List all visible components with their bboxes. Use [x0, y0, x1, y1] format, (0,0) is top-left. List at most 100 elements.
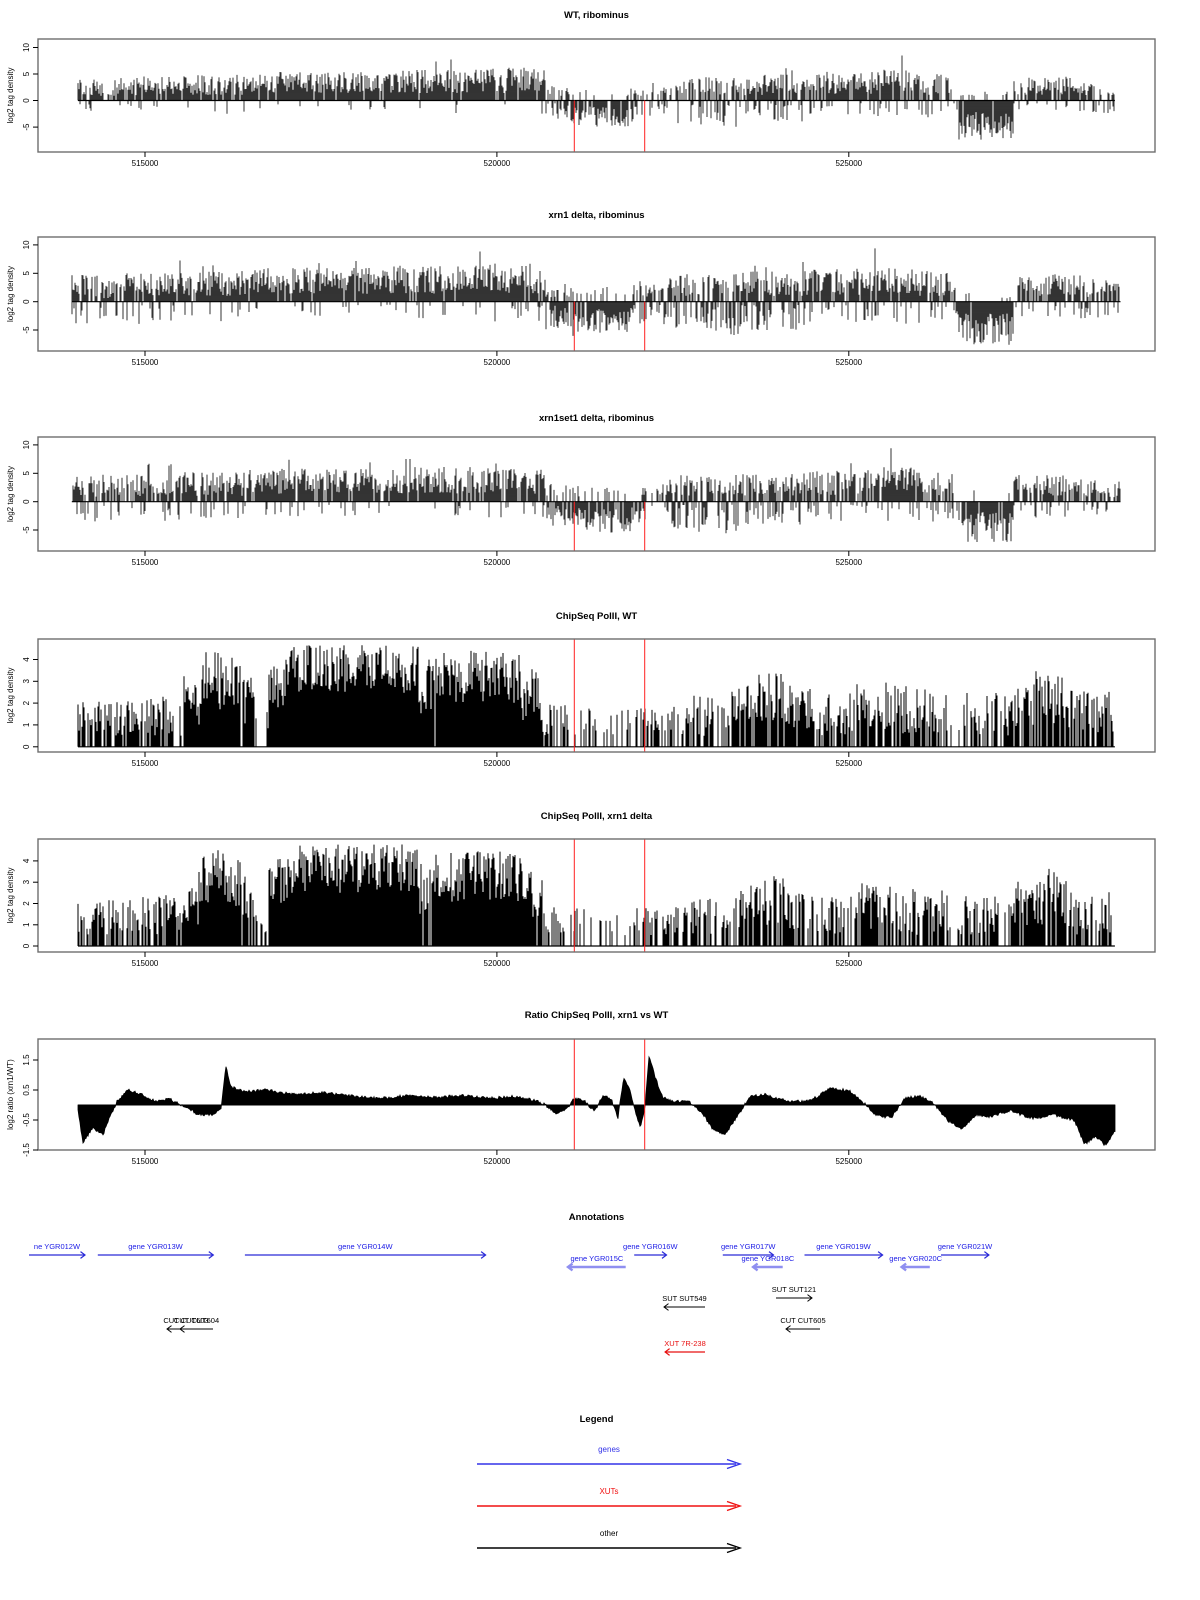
- y-tick-label: 0: [22, 943, 31, 948]
- y-tick-label: 0.5: [22, 1084, 31, 1096]
- plot-box: [37, 38, 1156, 153]
- panel-1: -5 0 5 10 515000 520000 525000 log2 tag density: [6, 236, 1156, 367]
- y-tick-label: 3: [22, 879, 31, 884]
- y-axis-label: log2 tag density: [6, 667, 15, 723]
- annotation-SUT-SUT549: SUT SUT549: [662, 1294, 707, 1311]
- arrowhead: [566, 1262, 574, 1272]
- plot-box: [37, 838, 1156, 953]
- annotation-label: CUT CUT605: [780, 1316, 825, 1325]
- annotation-gene-YGR021W: gene YGR021W: [938, 1242, 993, 1259]
- annotation-label: gene YGR015C: [570, 1254, 623, 1263]
- y-tick-label: 1.5: [22, 1054, 31, 1066]
- annotation-XUT-7R-238: XUT 7R-238: [664, 1339, 706, 1356]
- y-axis-label: log2 tag density: [6, 67, 15, 123]
- annotation-gene-YGR017W: gene YGR017W: [721, 1242, 776, 1259]
- y-tick-label: 1: [22, 922, 31, 927]
- y-axis-label: log2 tag density: [6, 867, 15, 923]
- y-tick-label: 5: [22, 271, 31, 276]
- x-tick-label: 520000: [484, 759, 511, 768]
- x-tick-label: 515000: [132, 159, 159, 168]
- arrowhead: [877, 1251, 884, 1259]
- panel-title-ratio: Ratio ChipSeq PolII, xrn1 vs WT: [524, 1010, 669, 1021]
- arrowhead: [179, 1325, 185, 1333]
- y-axis-label: log2 ratio (xrn1/WT): [6, 1059, 15, 1130]
- annotation-label: gene YGR017W: [721, 1242, 776, 1251]
- y-tick-label: 1: [22, 722, 31, 727]
- density-bars-plus: [72, 448, 1121, 502]
- y-tick-label: 3: [22, 679, 31, 684]
- y-tick-label: 5: [22, 71, 31, 76]
- y-tick-label: 10: [22, 440, 31, 449]
- x-tick-label: 515000: [132, 558, 159, 567]
- x-tick-label: 525000: [835, 358, 862, 367]
- density-bars-plus: [77, 645, 1114, 747]
- annotation-label: gene YGR021W: [938, 1242, 993, 1251]
- legend-entry-other: [477, 1542, 743, 1554]
- x-tick-label: 515000: [132, 358, 159, 367]
- x-tick-label: 515000: [132, 759, 159, 768]
- annotation-gene-YGR016W: gene YGR016W: [623, 1242, 678, 1259]
- annotation-label: ne YGR012W: [34, 1242, 81, 1251]
- plot-box: [37, 1038, 1156, 1151]
- panel-5: -1.5 -0.5 0.5 1.5 515000 520000 525000 log2 rat…: [6, 1038, 1156, 1166]
- annotations-title: Annotations: [568, 1212, 625, 1223]
- y-tick-label: -5: [22, 326, 31, 334]
- annotation-ne-YGR012W: ne YGR012W: [29, 1242, 86, 1259]
- y-tick-label: 2: [22, 901, 31, 906]
- x-tick-label: 515000: [132, 959, 159, 968]
- legend-entry-genes: [477, 1458, 743, 1470]
- arrowhead: [480, 1251, 487, 1259]
- annotation-CUT-CUT604: CUT CUT604: [174, 1316, 219, 1333]
- panel-title-wt-ribominus: WT, ribominus: [564, 10, 629, 21]
- density-bars-minus: [79, 100, 1115, 140]
- arrowhead: [751, 1262, 759, 1272]
- annotation-gene-YGR013W: gene YGR013W: [97, 1242, 215, 1259]
- y-tick-label: -1.5: [22, 1143, 31, 1157]
- panel-title-chipseq-xrn1: ChipSeq PolII, xrn1 delta: [540, 811, 653, 822]
- legend-entry-XUTs: [477, 1500, 743, 1512]
- panel-0: -5 0 5 10 515000 520000 525000 log2 tag density: [6, 38, 1156, 168]
- panel-title-xrn1set1-ribominus: xrn1set1 delta, ribominus: [538, 413, 655, 424]
- annotation-label: XUT 7R-238: [664, 1339, 706, 1348]
- annotation-label: gene YGR014W: [338, 1242, 393, 1251]
- plot-box: [37, 436, 1156, 552]
- panel-2: -5 0 5 10 515000 520000 525000 log2 tag density: [6, 436, 1156, 567]
- annotation-SUT-SUT121: SUT SUT121: [772, 1285, 816, 1302]
- arrowhead: [785, 1325, 791, 1333]
- x-tick-label: 520000: [484, 959, 511, 968]
- x-tick-label: 520000: [484, 558, 511, 567]
- y-tick-label: 10: [22, 240, 31, 249]
- arrowhead: [807, 1294, 813, 1302]
- annotation-label: CUT CUT604: [174, 1316, 219, 1325]
- x-tick-label: 525000: [835, 959, 862, 968]
- x-tick-label: 520000: [484, 159, 511, 168]
- annotation-gene-YGR015C: gene YGR015C: [566, 1254, 626, 1272]
- arrowhead: [208, 1251, 215, 1259]
- y-axis-label: log2 tag density: [6, 466, 15, 522]
- annotation-label: gene YGR018C: [741, 1254, 794, 1263]
- legend-title: Legend: [579, 1414, 614, 1425]
- panel-4: 0 1 2 3 4 515000 520000 525000 log2 tag density: [6, 838, 1156, 968]
- panel-title-xrn1-ribominus: xrn1 delta, ribominus: [548, 210, 645, 221]
- density-bars-minus: [76, 501, 1108, 542]
- y-tick-label: 0: [22, 98, 31, 103]
- panel-title-chipseq-wt: ChipSeq PolII, WT: [555, 611, 638, 622]
- annotation-gene-YGR014W: gene YGR014W: [244, 1242, 487, 1259]
- y-tick-label: -0.5: [22, 1113, 31, 1127]
- annotation-gene-YGR018C: gene YGR018C: [741, 1254, 795, 1272]
- legend-label-xuts: XUTs: [599, 1487, 619, 1496]
- x-tick-label: 525000: [835, 759, 862, 768]
- legend-arrowhead: [726, 1458, 743, 1470]
- panel-3: 0 1 2 3 4 515000 520000 525000 log2 tag density: [6, 638, 1156, 768]
- x-tick-label: 525000: [835, 558, 862, 567]
- annotation-label: SUT SUT121: [772, 1285, 816, 1294]
- density-bars-plus: [77, 55, 1115, 101]
- y-axis-label: log2 tag density: [6, 266, 15, 322]
- arrowhead: [899, 1262, 907, 1272]
- x-tick-label: 520000: [484, 358, 511, 367]
